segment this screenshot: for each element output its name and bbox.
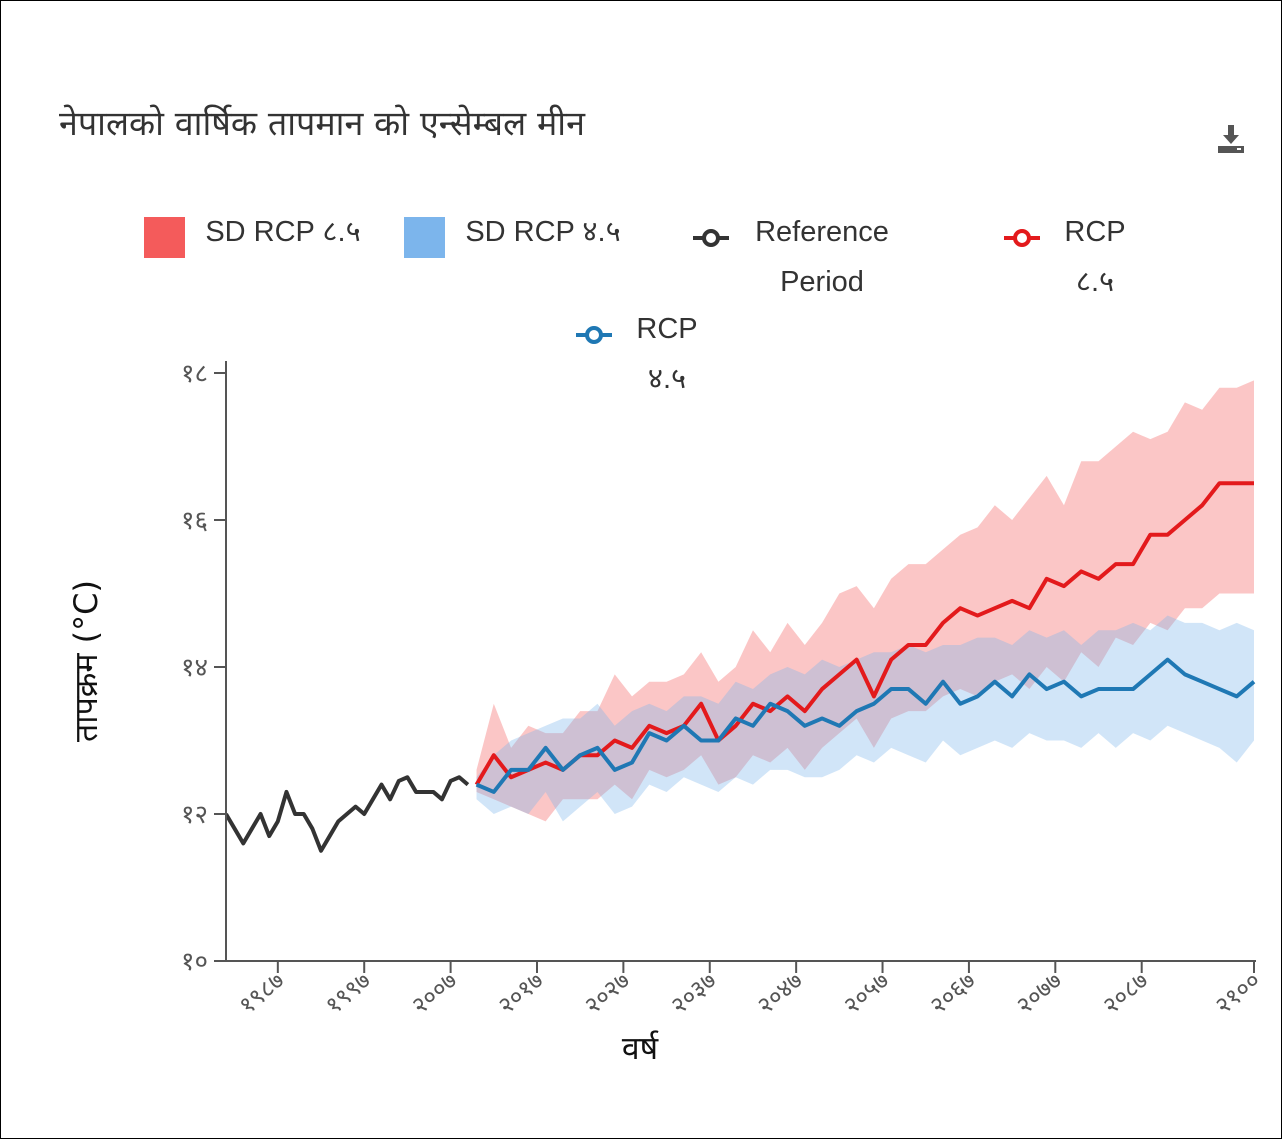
- series-line: [226, 775, 470, 853]
- x-tick-label: २०२७: [579, 966, 635, 1020]
- legend-label: RCP ८.५: [1064, 216, 1126, 298]
- legend-swatch: [404, 217, 445, 258]
- legend-marker: [585, 326, 603, 344]
- x-tick-label: २०४७: [752, 966, 808, 1020]
- x-tick-label: २००७: [406, 966, 462, 1020]
- legend-label: RCP ४.५: [636, 313, 698, 395]
- download-button[interactable]: [1213, 121, 1249, 157]
- y-tick-label: १२: [181, 800, 208, 830]
- x-tick-label: २०७७: [1011, 966, 1067, 1020]
- y-tick-label: १६: [181, 506, 208, 536]
- sd-band: [476, 380, 1254, 822]
- legend-symbol: [1004, 229, 1040, 247]
- legend-label: SD RCP ४.५: [465, 216, 621, 248]
- legend-symbol: [144, 217, 185, 258]
- sd-band: [476, 615, 1254, 822]
- x-tick-label: १९८७: [233, 966, 289, 1020]
- x-tick-label: २०१७: [493, 966, 549, 1020]
- x-tick-label: २०५७: [838, 966, 894, 1020]
- y-axis-title: तापक्रम (°C): [67, 580, 105, 742]
- legend-symbol: [404, 217, 445, 258]
- x-tick-label: २०६७: [925, 966, 981, 1020]
- x-axis-title: वर्ष: [622, 1029, 659, 1067]
- legend-symbol: [693, 229, 729, 247]
- legend-label: SD RCP ८.५: [205, 216, 361, 248]
- legend-marker: [702, 229, 720, 247]
- x-tick-label: २१००: [1210, 966, 1266, 1020]
- x-tick-label: १९९७: [320, 966, 376, 1020]
- x-tick-label: २०८७: [1097, 966, 1153, 1020]
- legend-symbol: [576, 326, 612, 344]
- y-tick-label: १४: [181, 653, 208, 683]
- legend-label: Reference Period: [755, 216, 889, 298]
- y-tick-label: १८: [181, 359, 208, 389]
- series-line: [475, 657, 1256, 794]
- series-line: [474, 481, 1254, 786]
- y-tick-label: १०: [181, 947, 208, 977]
- chart-title: नेपालको वार्षिक तापमान को एन्सेम्बल मीन: [59, 104, 585, 144]
- legend-marker: [1013, 229, 1031, 247]
- legend-swatch: [144, 217, 185, 258]
- x-tick-label: २०३७: [665, 966, 721, 1020]
